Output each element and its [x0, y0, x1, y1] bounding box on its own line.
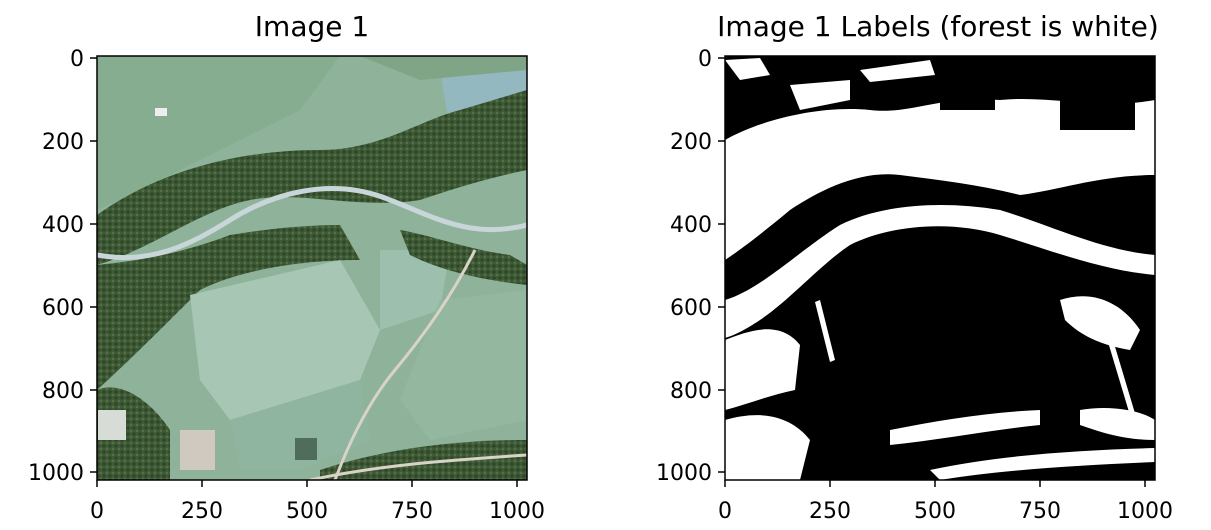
panel-2-ytick: 800: [670, 379, 712, 404]
panel-1-xtick: 750: [391, 499, 433, 524]
panel-1-ytick: 400: [42, 213, 84, 238]
panel-1-axes-frame: [96, 55, 528, 481]
panel-1-ytick: 0: [70, 47, 84, 72]
panel-2-xtick: 1000: [1117, 499, 1173, 524]
panel-2-axes-frame: [724, 55, 1156, 481]
panel-1-title: Image 1: [255, 10, 369, 43]
panel-1-y-axis: [90, 57, 97, 473]
panel-2-ytick: 1000: [656, 461, 712, 486]
panel-2-ytick: 0: [698, 47, 712, 72]
panel-2-y-axis: [718, 57, 725, 473]
panel-2-xtick: 500: [914, 499, 956, 524]
panel-2-x-axis: [724, 480, 1146, 487]
panel-1-x-axis: [96, 480, 518, 487]
panel-1-ytick: 1000: [28, 461, 84, 486]
panel-1-ytick: 800: [42, 379, 84, 404]
aerial-image: [97, 56, 527, 480]
panel-1-ytick: 200: [42, 130, 84, 155]
panel-1-xtick: 250: [181, 499, 223, 524]
panel-2-title: Image 1 Labels (forest is white): [717, 10, 1159, 43]
panel-2-ytick: 400: [670, 213, 712, 238]
panel-2-ytick: 600: [670, 296, 712, 321]
panel-1-xtick: 1000: [489, 499, 545, 524]
panel-1-ytick: 600: [42, 296, 84, 321]
panel-1-xtick: 500: [286, 499, 328, 524]
panel-2-xtick: 250: [809, 499, 851, 524]
panel-2-xtick: 750: [1019, 499, 1061, 524]
panel-1-xtick: 0: [90, 499, 104, 524]
forest-mask-image: [725, 56, 1155, 480]
panel-2-xtick: 0: [718, 499, 732, 524]
panel-2-ytick: 200: [670, 130, 712, 155]
